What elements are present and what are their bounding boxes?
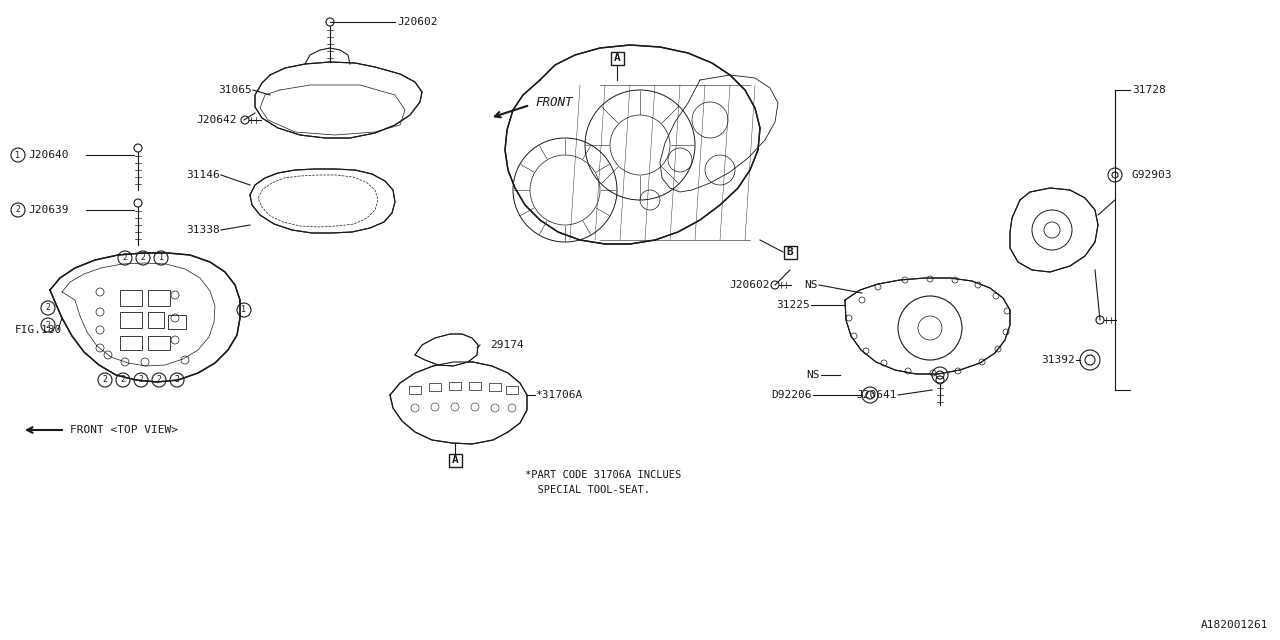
Text: FRONT: FRONT (535, 95, 572, 109)
Bar (489, 383, 500, 391)
Polygon shape (390, 362, 527, 444)
Text: 31728: 31728 (1132, 85, 1166, 95)
Text: J20640: J20640 (28, 150, 69, 160)
Text: 2: 2 (46, 321, 50, 330)
Text: J20639: J20639 (28, 205, 69, 215)
Text: 2: 2 (174, 376, 179, 385)
Text: J20641: J20641 (856, 390, 897, 400)
Text: 31338: 31338 (187, 225, 220, 235)
Text: 2: 2 (15, 205, 20, 214)
Text: 1: 1 (159, 253, 164, 262)
Text: A182001261: A182001261 (1201, 620, 1268, 630)
Text: 2: 2 (141, 253, 146, 262)
Text: 31065: 31065 (219, 85, 252, 95)
Bar (120, 336, 142, 350)
Text: *PART CODE 31706A INCLUES: *PART CODE 31706A INCLUES (525, 470, 681, 480)
Bar (783, 246, 796, 259)
Text: 1: 1 (242, 305, 247, 314)
Text: 2: 2 (102, 376, 108, 385)
Polygon shape (415, 334, 477, 366)
Bar (148, 312, 164, 328)
Text: FRONT <TOP VIEW>: FRONT <TOP VIEW> (70, 425, 178, 435)
Bar (448, 454, 462, 467)
Text: 31146: 31146 (187, 170, 220, 180)
Text: NS: NS (805, 280, 818, 290)
Polygon shape (50, 253, 241, 382)
Text: 29174: 29174 (490, 340, 524, 350)
Text: NS: NS (806, 370, 820, 380)
Text: J20602: J20602 (397, 17, 438, 27)
Text: 2: 2 (120, 376, 125, 385)
Text: 2: 2 (138, 376, 143, 385)
Text: 2: 2 (156, 376, 161, 385)
Bar (506, 386, 518, 394)
Text: J20642: J20642 (197, 115, 237, 125)
Polygon shape (1010, 188, 1098, 272)
Bar (120, 290, 142, 306)
Text: B: B (787, 247, 794, 257)
Text: D92206: D92206 (772, 390, 812, 400)
Bar (429, 383, 442, 391)
Bar (148, 290, 170, 306)
Bar (611, 51, 623, 65)
Text: A: A (613, 53, 621, 63)
Bar (410, 386, 421, 394)
Polygon shape (250, 169, 396, 233)
Bar (449, 382, 461, 390)
Text: *31706A: *31706A (535, 390, 582, 400)
Text: 2: 2 (123, 253, 128, 262)
Bar (148, 336, 170, 350)
Text: 31225: 31225 (776, 300, 810, 310)
Text: G92903: G92903 (1132, 170, 1172, 180)
Bar (168, 315, 186, 329)
Text: A: A (452, 455, 458, 465)
Polygon shape (845, 278, 1010, 374)
Text: 31392: 31392 (1041, 355, 1075, 365)
Text: 1: 1 (15, 150, 20, 159)
Polygon shape (506, 45, 760, 244)
Bar (120, 312, 142, 328)
Bar (468, 382, 481, 390)
Text: FIG.180: FIG.180 (15, 325, 63, 335)
Text: J20602: J20602 (730, 280, 771, 290)
Text: SPECIAL TOOL-SEAT.: SPECIAL TOOL-SEAT. (525, 485, 650, 495)
Polygon shape (255, 62, 422, 138)
Text: 2: 2 (46, 303, 50, 312)
